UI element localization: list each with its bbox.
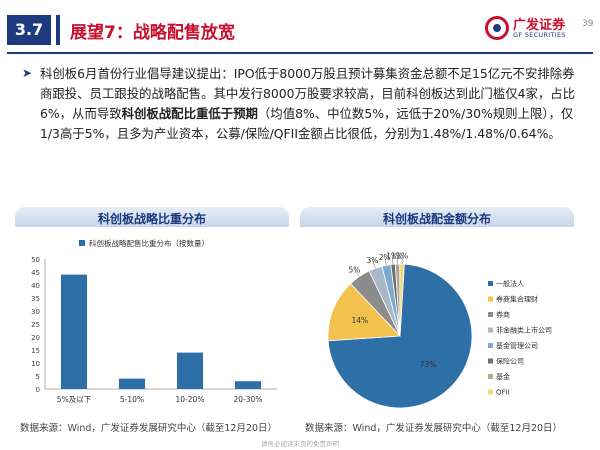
left-data-source: 数据来源：Wind，广发证券发展研究中心（截至12月20日）	[20, 423, 278, 434]
legend-swatch	[488, 281, 493, 286]
y-tick-label: 35	[31, 295, 40, 303]
page-number: 39	[582, 19, 594, 29]
legend-label: 基金管理公司	[496, 341, 538, 350]
legend-swatch	[488, 374, 493, 379]
pie-chart-title: 科创板战配金额分布	[382, 212, 491, 226]
pie-value-label: 14%	[351, 316, 368, 325]
legend-label: 基金	[496, 372, 510, 381]
bullet-arrow-icon: ➤	[22, 66, 33, 80]
bar	[176, 352, 204, 389]
pie-value-label: 73%	[420, 360, 437, 369]
y-tick-label: 25	[31, 321, 40, 329]
legend-swatch	[488, 312, 493, 317]
pie-chart-header: 科创板战配金额分布	[300, 207, 574, 227]
body-text-part1: 科创板6月首份行业倡导建议提出：IPO低于8000万股且预计募集资金总额不足15…	[40, 66, 576, 121]
y-tick-label: 10	[31, 360, 40, 368]
x-tick-label: 5-10%	[120, 395, 144, 404]
x-tick-label: 10-20%	[176, 395, 205, 404]
pie-value-label: 1%	[396, 251, 408, 260]
legend-swatch	[488, 327, 493, 333]
legend-label: 科创板战略配售比重分布（按数量）	[89, 238, 209, 248]
disclaimer-footer: 请务必阅读末页的免责声明	[261, 440, 339, 448]
pie-slice	[399, 263, 405, 337]
y-tick-label: 20	[31, 334, 40, 342]
pie-leader-line	[391, 255, 394, 265]
title-divider	[56, 15, 60, 45]
body-paragraph: 科创板6月首份行业倡导建议提出：IPO低于8000万股且预计募集资金总额不足15…	[40, 64, 580, 144]
body-text-highlight: 科创板战配比重低于预期	[121, 106, 258, 121]
logo-icon	[485, 16, 509, 40]
y-tick-label: 45	[31, 269, 40, 277]
legend-label: 券商	[496, 310, 510, 319]
legend-swatch	[79, 240, 85, 246]
pie-value-label: 1%	[391, 251, 403, 260]
x-tick-label: 20-30%	[234, 395, 263, 404]
bar	[234, 381, 262, 389]
bar-chart-header: 科创板战略比重分布	[15, 207, 289, 227]
logo-english-name: GF SECURITIES	[513, 31, 566, 39]
legend-label: 保险公司	[496, 357, 524, 366]
legend-swatch	[488, 296, 493, 302]
y-tick-label: 50	[31, 256, 40, 264]
section-number: 3.7	[7, 15, 51, 45]
legend-swatch	[488, 389, 493, 395]
y-tick-label: 0	[36, 386, 40, 394]
legend-swatch	[488, 343, 493, 348]
bar	[60, 274, 88, 389]
body-text-part2: （均值8%、中位数5%，远低于20%/30%规则上限），仅1/3高于5%，且多为…	[40, 106, 574, 141]
y-tick-label: 15	[31, 347, 40, 355]
slide-header: 3.7 展望7：战略配售放宽 广发证券 GF SECURITIES 39	[0, 0, 600, 56]
company-logo: 广发证券 GF SECURITIES	[485, 14, 575, 46]
pie-leader-line	[354, 269, 360, 277]
pie-value-label: 3%	[367, 256, 379, 265]
legend-label: QFII	[496, 389, 510, 397]
pie-value-label: 5%	[349, 265, 361, 274]
bar-chart-title: 科创板战略比重分布	[97, 212, 206, 226]
y-tick-label: 40	[31, 282, 40, 290]
bar	[118, 378, 146, 389]
bar-chart: 0 5 10 15 20 25 30 35 40 45 50 5%及以下 5-10% 10-20% 20-3…	[31, 238, 277, 404]
legend-swatch	[488, 358, 493, 364]
right-data-source: 数据来源：Wind，广发证券发展研究中心（截至12月20日）	[305, 423, 563, 434]
pie-leader-line	[384, 256, 387, 266]
y-tick-label: 5	[36, 373, 40, 381]
legend-label: 券商集合理财	[496, 295, 538, 304]
pie-value-label: 1%	[386, 252, 398, 261]
bar-chart-panel: 科创板战略比重分布 0 5 10 15 20 25 30 35 40 45 50 5%及以下 5-10%…	[15, 207, 289, 419]
pie-chart: 73%14%5%3% 2%1%1%1%一般法人券商集合理财券商非金融类上市公司基金…	[327, 251, 552, 409]
pie-value-label: 2%	[379, 253, 391, 262]
legend-label: 非金融类上市公司	[496, 326, 552, 335]
pie-slice	[327, 283, 401, 342]
y-tick-label: 30	[31, 308, 40, 316]
x-tick-label: 5%及以下	[57, 395, 92, 404]
legend-label: 一般法人	[496, 279, 524, 288]
logo-name: 广发证券	[513, 18, 566, 33]
pie-leader-line	[372, 260, 376, 269]
header-divider	[7, 52, 593, 54]
pie-chart-panel: 科创板战配金额分布 73% 14% 5% 3% 2% 1% 1% 1% 一般法人 券商集合理财 券商…	[300, 207, 574, 419]
page-title: 展望7：战略配售放宽	[70, 23, 235, 43]
